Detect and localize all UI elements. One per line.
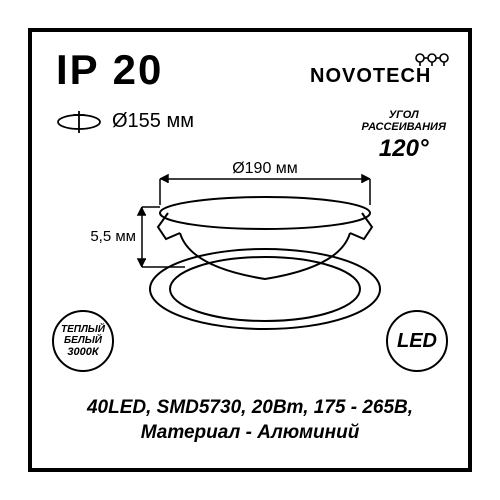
height-label: 35,5 мм xyxy=(90,228,136,245)
cutout-hole-icon xyxy=(56,111,102,133)
led-text: LED xyxy=(397,330,437,353)
beam-angle: УГОЛ РАССЕИВАНИЯ 120° xyxy=(361,110,446,163)
beam-angle-label2: РАССЕИВАНИЯ xyxy=(361,122,446,134)
cutout-diameter: Ø155 мм xyxy=(112,110,194,133)
spec-frame: IP 20 NOVOTECH Ø155 мм УГОЛ РАССЕИВАНИЯ … xyxy=(28,28,472,472)
warm-line2: БЕЛЫЙ xyxy=(64,335,102,346)
led-badge: LED xyxy=(386,310,448,372)
spec-text: 40LED, SMD5730, 20Вт, 175 - 265В, Матери… xyxy=(32,395,468,446)
spec-line2: Материал - Алюминий xyxy=(32,420,468,446)
ip-rating: IP 20 xyxy=(56,46,163,94)
brand-logo: NOVOTECH xyxy=(310,50,450,91)
novotech-logo-icon: NOVOTECH xyxy=(310,50,450,86)
warm-line1: ТЕПЛЫЙ xyxy=(61,324,105,335)
warm-line3: 3000К xyxy=(67,346,98,358)
svg-text:NOVOTECH: NOVOTECH xyxy=(310,65,431,86)
cutout-spec: Ø155 мм xyxy=(56,110,194,133)
spec-line1: 40LED, SMD5730, 20Вт, 175 - 265В, xyxy=(32,395,468,421)
color-temp-badge: ТЕПЛЫЙ БЕЛЫЙ 3000К xyxy=(52,310,114,372)
beam-angle-label1: УГОЛ xyxy=(361,110,446,122)
outer-diameter-label: Ø190 мм xyxy=(232,160,298,177)
